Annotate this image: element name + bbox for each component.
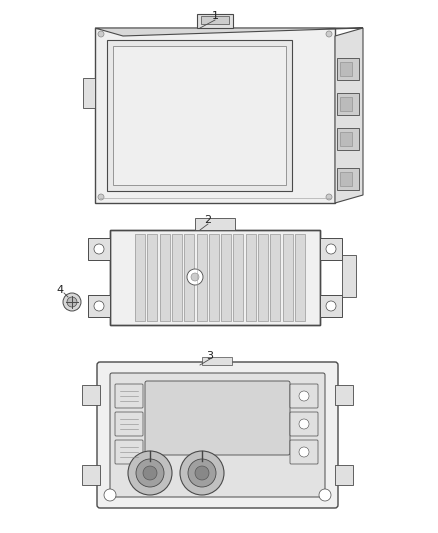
Polygon shape <box>258 234 268 321</box>
FancyBboxPatch shape <box>290 384 318 408</box>
Bar <box>88 295 110 317</box>
Bar <box>337 128 359 150</box>
Bar <box>320 238 342 260</box>
Circle shape <box>63 293 81 311</box>
Polygon shape <box>246 234 256 321</box>
Text: 1: 1 <box>212 11 219 21</box>
Text: 3: 3 <box>206 351 213 361</box>
Circle shape <box>180 451 224 495</box>
Circle shape <box>299 419 309 429</box>
Polygon shape <box>135 234 145 321</box>
FancyBboxPatch shape <box>290 440 318 464</box>
Circle shape <box>94 244 104 254</box>
Text: 2: 2 <box>205 215 212 225</box>
Bar <box>202 357 232 365</box>
Circle shape <box>326 301 336 311</box>
Circle shape <box>299 447 309 457</box>
Bar <box>82 385 100 405</box>
Circle shape <box>104 489 116 501</box>
Bar <box>107 40 292 191</box>
Polygon shape <box>270 234 280 321</box>
Circle shape <box>136 459 164 487</box>
Bar <box>340 97 352 111</box>
FancyBboxPatch shape <box>290 412 318 436</box>
Bar <box>335 385 353 405</box>
Bar <box>110 230 320 325</box>
Bar <box>320 295 342 317</box>
Polygon shape <box>95 28 363 36</box>
Bar <box>83 78 95 108</box>
Circle shape <box>299 391 309 401</box>
FancyBboxPatch shape <box>115 384 143 408</box>
Polygon shape <box>233 234 244 321</box>
Polygon shape <box>295 234 305 321</box>
Circle shape <box>326 194 332 200</box>
Bar <box>113 46 286 185</box>
FancyBboxPatch shape <box>145 381 290 455</box>
FancyBboxPatch shape <box>115 440 143 464</box>
FancyBboxPatch shape <box>97 362 338 508</box>
Bar <box>197 14 233 28</box>
Polygon shape <box>184 234 194 321</box>
Polygon shape <box>147 234 157 321</box>
Bar <box>95 28 335 203</box>
Bar <box>82 465 100 485</box>
Bar <box>340 172 352 186</box>
Circle shape <box>98 31 104 37</box>
Bar <box>195 218 235 230</box>
FancyBboxPatch shape <box>115 412 143 436</box>
Circle shape <box>326 31 332 37</box>
Bar <box>337 58 359 80</box>
Polygon shape <box>197 234 207 321</box>
Text: 4: 4 <box>57 285 64 295</box>
Circle shape <box>143 466 157 480</box>
Circle shape <box>191 273 199 281</box>
Circle shape <box>67 297 77 307</box>
Polygon shape <box>172 234 182 321</box>
Polygon shape <box>221 234 231 321</box>
Circle shape <box>195 466 209 480</box>
Circle shape <box>187 269 203 285</box>
Bar <box>340 62 352 76</box>
Bar <box>110 230 320 325</box>
Polygon shape <box>335 28 363 203</box>
Bar <box>335 465 353 485</box>
Bar <box>337 168 359 190</box>
Polygon shape <box>283 234 293 321</box>
Bar <box>337 93 359 115</box>
Circle shape <box>319 489 331 501</box>
Bar <box>340 132 352 146</box>
FancyBboxPatch shape <box>110 373 325 497</box>
Circle shape <box>326 244 336 254</box>
Circle shape <box>94 301 104 311</box>
Bar <box>342 255 356 297</box>
Circle shape <box>128 451 172 495</box>
Polygon shape <box>159 234 170 321</box>
Circle shape <box>188 459 216 487</box>
Polygon shape <box>209 234 219 321</box>
Bar <box>88 238 110 260</box>
Circle shape <box>98 194 104 200</box>
Bar <box>201 16 229 24</box>
